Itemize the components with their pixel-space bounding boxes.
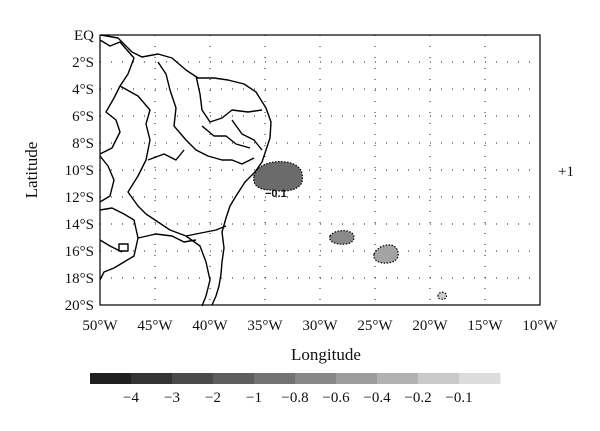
anomaly-regions <box>253 161 448 300</box>
grid-lines <box>100 35 540 305</box>
colorbar-label: −4 <box>123 390 139 406</box>
colorbar-swatch <box>90 373 132 384</box>
colorbar-swatch <box>336 373 378 384</box>
border-f <box>201 125 251 149</box>
anomaly-region-2 <box>329 230 355 245</box>
y-axis-title: Latitude <box>22 142 41 199</box>
lon-tick-label: 45°W <box>137 318 173 334</box>
colorbar-labels: −4 −3 −2 −1 −0.8 −0.6 −0.4 −0.2 −0.1 <box>123 390 473 406</box>
border-h <box>145 213 211 307</box>
colorbar-swatch <box>254 373 296 384</box>
contour-label: −0.1 <box>265 188 287 200</box>
border-g <box>147 149 185 161</box>
colorbar <box>90 373 501 384</box>
colorbar-swatch <box>213 373 255 384</box>
lon-tick-label: 30°W <box>302 318 338 334</box>
lat-tick-label: 6°S <box>72 109 94 125</box>
coastline-and-borders <box>99 34 272 307</box>
federal-district <box>118 243 129 252</box>
border-c <box>157 61 255 165</box>
colorbar-label: −1 <box>246 390 262 406</box>
coastline <box>100 34 272 306</box>
anomaly-region-3 <box>373 244 399 264</box>
lon-tick-label: 40°W <box>192 318 228 334</box>
lat-tick-label: 4°S <box>72 82 94 98</box>
border-k <box>99 239 123 253</box>
colorbar-label: −2 <box>205 390 221 406</box>
colorbar-label: −3 <box>164 390 180 406</box>
lat-tick-label: 12°S <box>65 190 94 206</box>
colorbar-label: −0.8 <box>281 390 308 406</box>
border-a <box>99 39 135 155</box>
lon-tick-label: 20°W <box>412 318 448 334</box>
border-d <box>195 75 263 123</box>
longitude-tick-labels: 50°W 45°W 40°W 35°W 30°W 25°W 20°W 15°W 10°W <box>82 318 558 334</box>
border-l <box>185 225 227 237</box>
lat-tick-label: 8°S <box>72 136 94 152</box>
border-i <box>99 207 139 281</box>
lon-tick-label: 10°W <box>522 318 558 334</box>
lon-tick-label: 15°W <box>467 318 503 334</box>
anomaly-region-4 <box>437 291 448 300</box>
side-annotation: +1 <box>558 164 574 180</box>
latitude-tick-labels: EQ 2°S 4°S 6°S 8°S 10°S 12°S 14°S 16°S 18°S 20°S <box>65 28 95 314</box>
lat-tick-label: 18°S <box>65 271 94 287</box>
colorbar-label: −0.1 <box>445 390 472 406</box>
lat-tick-label: 10°S <box>65 163 94 179</box>
colorbar-swatch <box>459 373 501 384</box>
colorbar-label: −0.6 <box>322 390 350 406</box>
border-e <box>231 119 263 151</box>
lon-tick-label: 50°W <box>82 318 118 334</box>
colorbar-swatch <box>172 373 214 384</box>
x-axis-title: Longitude <box>291 345 361 364</box>
border-m <box>99 155 115 203</box>
lat-tick-label: EQ <box>74 28 94 44</box>
lat-tick-label: 2°S <box>72 55 94 71</box>
colorbar-swatch <box>131 373 173 384</box>
border-b <box>119 85 151 215</box>
lat-tick-label: 20°S <box>65 298 94 314</box>
lon-tick-label: 35°W <box>247 318 283 334</box>
lat-tick-label: 16°S <box>65 244 94 260</box>
colorbar-label: −0.2 <box>404 390 431 406</box>
plot-frame <box>99 34 541 306</box>
anomaly-region-1 <box>253 161 304 192</box>
colorbar-swatch <box>295 373 337 384</box>
lon-tick-label: 25°W <box>357 318 393 334</box>
colorbar-swatch <box>377 373 419 384</box>
lat-tick-label: 14°S <box>65 217 94 233</box>
border-j <box>137 233 197 243</box>
colorbar-swatch <box>418 373 460 384</box>
colorbar-label: −0.4 <box>363 390 391 406</box>
